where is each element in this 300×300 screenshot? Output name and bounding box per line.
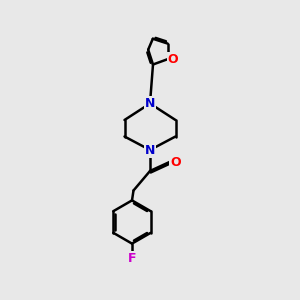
Text: O: O (168, 53, 178, 66)
Text: F: F (128, 251, 136, 265)
Text: N: N (145, 143, 155, 157)
Text: O: O (170, 155, 181, 169)
Text: N: N (145, 97, 155, 110)
